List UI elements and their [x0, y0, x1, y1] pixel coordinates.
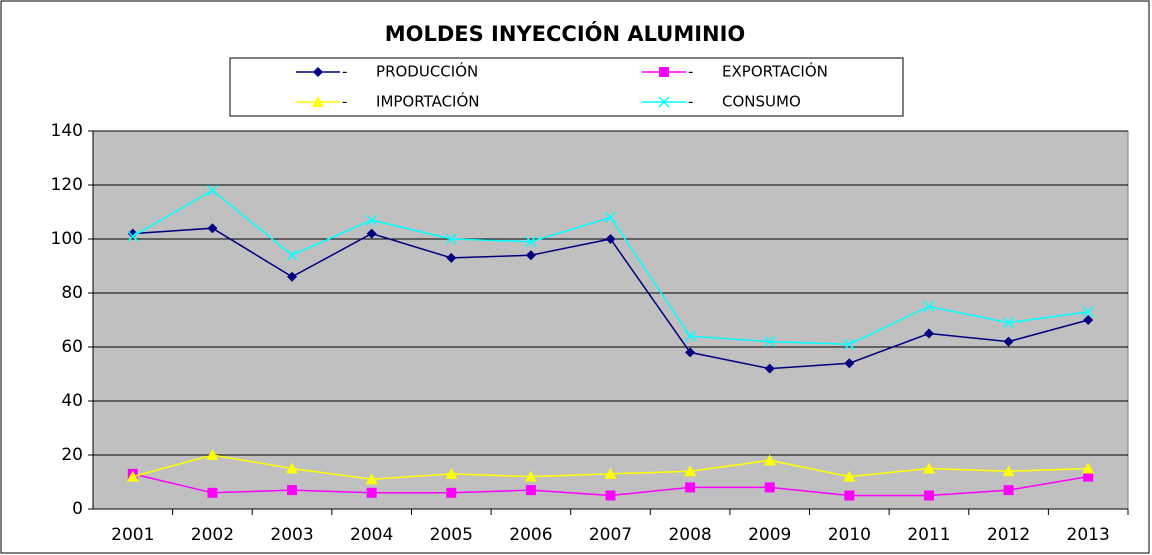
- x-tick-label: 2013: [1067, 525, 1110, 545]
- data-point: [366, 487, 377, 498]
- y-tick-label: 20: [61, 445, 83, 465]
- legend-label: - CONSUMO: [688, 93, 801, 111]
- data-point: [1083, 315, 1094, 325]
- chart-title: MOLDES INYECCIÓN ALUMINIO: [385, 21, 746, 46]
- legend-label: - PRODUCCIÓN: [342, 62, 478, 81]
- x-tick-label: 2007: [589, 525, 632, 545]
- data-point: [127, 228, 138, 239]
- data-point: [923, 300, 935, 313]
- data-point: [524, 470, 537, 482]
- data-point: [445, 233, 457, 245]
- data-point: [525, 485, 536, 496]
- data-point: [604, 211, 617, 223]
- x-tick-label: 2006: [509, 525, 552, 545]
- data-point: [1003, 485, 1014, 496]
- data-point: [365, 473, 378, 485]
- data-point: [366, 228, 377, 239]
- legend-marker: [312, 96, 324, 107]
- data-point: [922, 462, 935, 474]
- data-point: [763, 454, 776, 466]
- data-point: [923, 490, 934, 501]
- data-point: [287, 485, 298, 496]
- y-tick-label: 0: [72, 499, 83, 519]
- data-point: [923, 328, 934, 339]
- y-tick-label: 100: [51, 229, 83, 249]
- x-tick-label: 2012: [987, 525, 1030, 545]
- x-tick-label: 2001: [111, 525, 154, 545]
- x-tick-label: 2004: [350, 525, 393, 545]
- data-point: [685, 482, 696, 493]
- data-point: [207, 223, 218, 234]
- data-point: [1003, 317, 1015, 329]
- x-tick-label: 2008: [668, 525, 711, 545]
- legend-box: [229, 57, 904, 117]
- data-point: [446, 487, 457, 498]
- x-tick-label: 2010: [828, 525, 871, 545]
- y-tick-label: 60: [61, 337, 83, 357]
- legend-label: - EXPORTACIÓN: [688, 62, 828, 81]
- data-point: [1082, 306, 1094, 318]
- data-point: [366, 214, 378, 226]
- data-point: [764, 336, 776, 348]
- data-point: [844, 358, 855, 369]
- x-tick-label: 2002: [191, 525, 234, 545]
- data-point: [843, 470, 856, 482]
- data-point: [525, 236, 537, 248]
- y-tick-label: 120: [51, 175, 83, 195]
- x-tick-label: 2011: [907, 525, 950, 545]
- legend-marker: [658, 96, 670, 108]
- data-point: [843, 338, 855, 350]
- data-point: [1082, 462, 1095, 474]
- data-point: [605, 234, 616, 244]
- data-point: [445, 467, 458, 479]
- legend-label: - IMPORTACIÓN: [342, 92, 480, 111]
- data-point: [684, 330, 696, 342]
- y-tick-label: 40: [61, 391, 83, 411]
- y-tick-label: 140: [51, 121, 83, 141]
- data-point: [764, 363, 775, 374]
- data-point: [446, 252, 457, 263]
- data-point: [127, 230, 139, 242]
- data-point: [604, 467, 617, 479]
- data-point: [286, 249, 298, 261]
- data-point: [206, 449, 219, 460]
- x-tick-label: 2009: [748, 525, 791, 545]
- y-tick-label: 80: [61, 283, 83, 303]
- data-point: [286, 462, 299, 474]
- data-point: [605, 490, 616, 501]
- x-tick-label: 2005: [430, 525, 473, 545]
- data-point: [126, 470, 139, 482]
- data-point: [764, 482, 775, 493]
- data-point: [206, 184, 218, 196]
- data-point: [1003, 336, 1014, 347]
- data-point: [1002, 465, 1015, 477]
- data-point: [287, 271, 298, 282]
- data-point: [844, 490, 855, 501]
- legend-marker: [313, 67, 323, 77]
- legend-marker: [659, 67, 669, 77]
- plot-area: [92, 130, 1129, 510]
- x-tick-label: 2003: [270, 525, 313, 545]
- data-point: [525, 250, 536, 261]
- data-point: [1083, 471, 1094, 482]
- data-point: [684, 465, 697, 477]
- data-point: [685, 347, 696, 358]
- data-point: [207, 487, 218, 498]
